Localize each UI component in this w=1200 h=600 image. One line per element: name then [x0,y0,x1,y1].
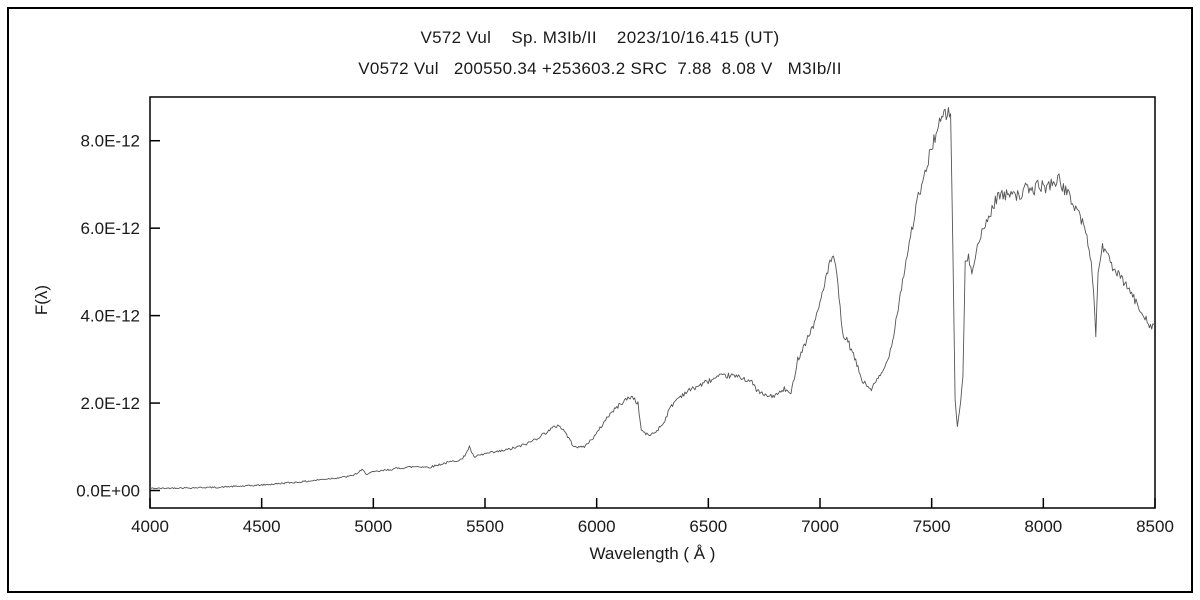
x-tick-label: 7500 [913,517,951,536]
x-tick-label: 5000 [354,517,392,536]
plot-box [149,96,1156,509]
x-tick-label: 6500 [689,517,727,536]
chart-title: V572 Vul Sp. M3Ib/II 2023/10/16.415 (UT) [420,28,780,47]
y-tick-label: 2.0E-12 [80,394,140,413]
y-tick-label: 6.0E-12 [80,219,140,238]
y-tick-label: 4.0E-12 [80,307,140,326]
x-tick-label: 5500 [466,517,504,536]
x-tick-label: 8500 [1136,517,1174,536]
chart-subtitle: V0572 Vul 200550.34 +253603.2 SRC 7.88 8… [358,59,842,78]
x-axis-label: Wavelength ( Å ) [589,544,716,563]
y-tick-label: 0.0E+00 [76,482,140,501]
x-tick-label: 4000 [131,517,169,536]
y-tick-label: 8.0E-12 [80,132,140,151]
x-tick-label: 6000 [578,517,616,536]
x-tick-label: 4500 [243,517,281,536]
figure-border [7,7,1193,593]
x-tick-label: 7000 [801,517,839,536]
x-tick-label: 8000 [1024,517,1062,536]
spectrum-line [149,107,1156,490]
